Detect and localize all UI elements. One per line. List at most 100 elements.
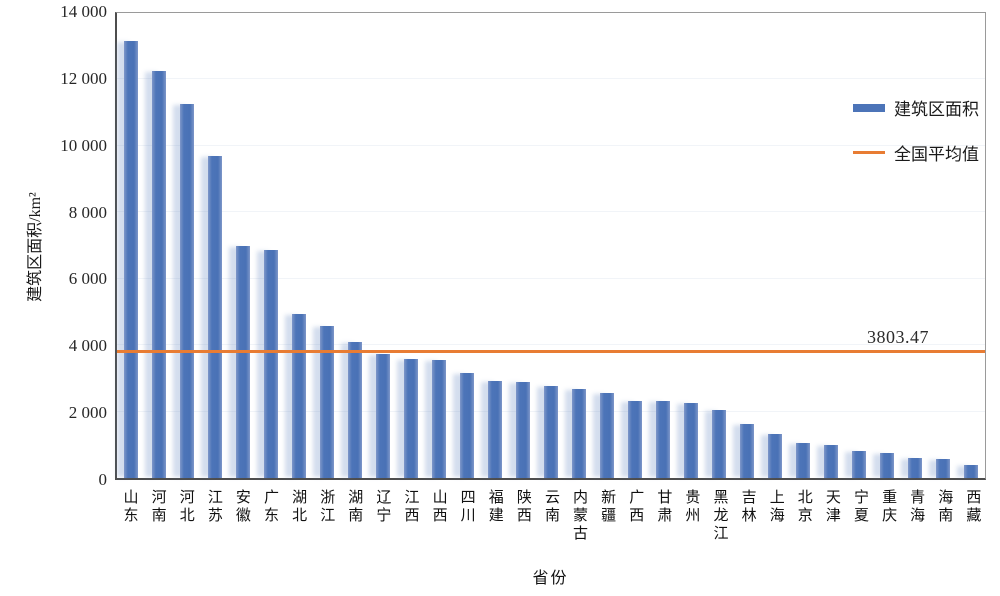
x-label-slot: 四川 <box>452 489 480 543</box>
x-axis-label: 四川 <box>458 489 475 525</box>
bar-slot <box>313 13 341 478</box>
y-axis-tick-label: 0 <box>98 470 108 489</box>
x-axis-label: 江西 <box>402 489 419 525</box>
bar <box>292 313 306 478</box>
bar-slot <box>845 13 873 478</box>
bar-slot <box>733 13 761 478</box>
bar <box>432 360 446 478</box>
x-axis-label: 天津 <box>823 489 840 525</box>
x-label-slot: 山东 <box>115 489 143 543</box>
x-axis-label: 西藏 <box>964 489 981 525</box>
x-axis-title: 省份 <box>532 570 569 587</box>
x-label-slot: 吉林 <box>733 489 761 543</box>
y-axis-tick-label: 12 000 <box>60 68 107 88</box>
bar <box>684 402 698 478</box>
bar <box>908 458 922 478</box>
x-label-slot: 浙江 <box>312 489 340 543</box>
bar <box>488 380 502 478</box>
x-axis-labels: 山东 河南 河北 江苏 安徽 广东 湖北 浙江 湖南 辽宁 江西 山西 四川 福建 陕西 云南 内蒙古 新疆 广西甘… <box>115 489 986 543</box>
gridline <box>117 78 985 80</box>
y-axis-tick-label: 10 000 <box>60 135 107 155</box>
bar-slot <box>397 13 425 478</box>
bar-slot <box>453 13 481 478</box>
bar-slot <box>257 13 285 478</box>
bar <box>460 373 474 478</box>
x-label-slot: 河南 <box>143 489 171 543</box>
bar-slot <box>901 13 929 478</box>
x-axis-label: 湖北 <box>290 489 307 525</box>
bar <box>208 155 222 478</box>
x-axis-label: 内蒙古 <box>571 489 588 543</box>
bar-slot <box>229 13 257 478</box>
x-label-slot: 湖北 <box>284 489 312 543</box>
bar <box>796 443 810 478</box>
x-label-slot: 北京 <box>789 489 817 543</box>
bar-slot <box>929 13 957 478</box>
bar-slot <box>481 13 509 478</box>
x-label-slot: 江西 <box>396 489 424 543</box>
legend-label: 全国平均值 <box>894 145 979 164</box>
bar-slot <box>173 13 201 478</box>
x-label-slot: 云南 <box>536 489 564 543</box>
bar-slot <box>145 13 173 478</box>
x-label-slot: 海南 <box>930 489 958 543</box>
x-axis-label: 贵州 <box>683 489 700 525</box>
x-axis-label: 河北 <box>177 489 194 525</box>
x-label-slot: 重庆 <box>874 489 902 543</box>
y-axis-tick-label: 8 000 <box>68 202 107 222</box>
x-label-slot: 宁夏 <box>845 489 873 543</box>
x-axis-label: 山东 <box>121 489 138 525</box>
average-line <box>117 349 985 353</box>
x-label-slot: 河北 <box>171 489 199 543</box>
bar <box>124 41 138 478</box>
bar-slot <box>789 13 817 478</box>
bar <box>264 249 278 478</box>
x-axis-label: 宁夏 <box>851 489 868 525</box>
bar-slot <box>677 13 705 478</box>
bar-slot <box>341 13 369 478</box>
x-label-slot: 西藏 <box>958 489 986 543</box>
x-axis-label: 浙江 <box>318 489 335 525</box>
gridline <box>117 211 985 213</box>
bar <box>824 445 838 478</box>
x-axis-label: 重庆 <box>880 489 897 525</box>
gridline <box>117 344 985 346</box>
bar <box>600 393 614 478</box>
x-label-slot: 新疆 <box>593 489 621 543</box>
bar-slot <box>509 13 537 478</box>
x-label-slot: 青海 <box>902 489 930 543</box>
average-value-label: 3803.47 <box>867 326 929 347</box>
x-label-slot: 内蒙古 <box>565 489 593 543</box>
bar <box>404 359 418 478</box>
x-label-slot: 黑龙江 <box>705 489 733 543</box>
bar-slot <box>425 13 453 478</box>
x-label-slot: 湖南 <box>340 489 368 543</box>
bar <box>572 389 586 478</box>
x-label-slot: 山西 <box>424 489 452 543</box>
x-axis-label: 上海 <box>767 489 784 525</box>
bar-slot <box>649 13 677 478</box>
legend-item-national-average: 全国平均值 <box>853 140 979 165</box>
bars-container <box>117 13 985 478</box>
bar <box>880 453 894 478</box>
bar <box>152 71 166 478</box>
x-label-slot: 贵州 <box>677 489 705 543</box>
x-axis-label: 山西 <box>430 489 447 525</box>
x-axis-label: 安徽 <box>233 489 250 525</box>
x-axis-label: 广西 <box>627 489 644 525</box>
x-label-slot: 福建 <box>480 489 508 543</box>
legend: 建筑区面积 全国平均值 <box>853 95 979 165</box>
y-axis-tick-label: 14 000 <box>60 2 107 21</box>
bar <box>852 451 866 478</box>
bar-slot <box>621 13 649 478</box>
x-label-slot: 上海 <box>761 489 789 543</box>
x-label-slot: 江苏 <box>199 489 227 543</box>
x-axis-label: 新疆 <box>599 489 616 525</box>
bar <box>348 341 362 478</box>
x-axis-label: 海南 <box>936 489 953 525</box>
x-label-slot: 天津 <box>817 489 845 543</box>
y-axis-ticks: 0 2 000 4 000 6 000 8 000 10 000 12 000 14 000 <box>0 2 107 489</box>
bar-series-swatch-icon <box>853 103 885 112</box>
x-axis-label: 黑龙江 <box>711 489 728 543</box>
